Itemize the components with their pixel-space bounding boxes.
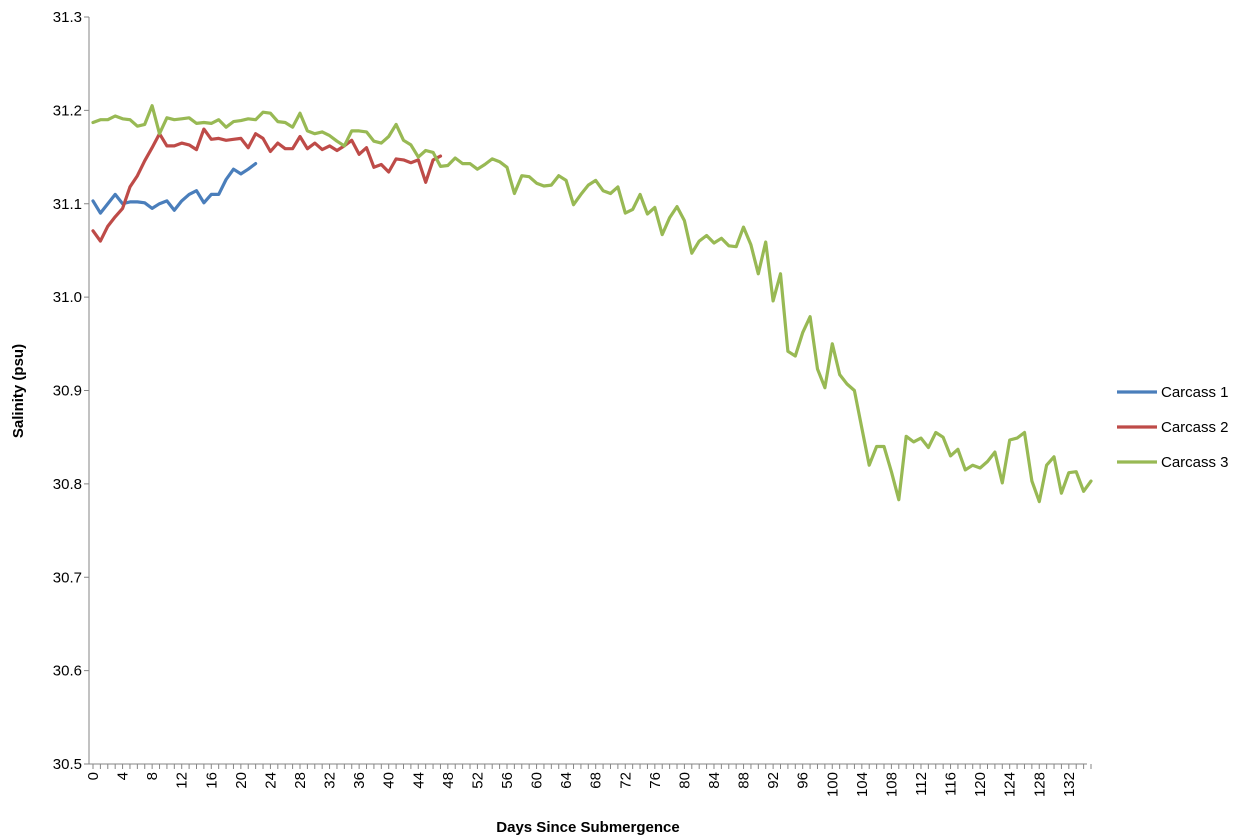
x-tick-label: 88 [736,772,753,789]
y-tick-label: 30.9 [53,383,82,400]
x-tick-label: 116 [943,772,960,796]
y-tick-label: 30.6 [53,663,82,680]
y-tick-label: 31.3 [53,9,82,26]
y-tick-label: 30.8 [53,476,82,493]
x-tick-label: 8 [144,772,161,780]
x-tick-label: 132 [1061,772,1078,797]
x-tick-label: 124 [1002,772,1019,797]
x-tick-label: 120 [972,772,989,797]
x-tick-label: 32 [322,772,339,789]
series-line-carcass-2 [91,127,443,243]
x-tick-label: 36 [351,772,368,789]
x-tick-label: 40 [381,772,398,789]
x-tick-label: 112 [913,772,930,796]
y-axis-title: Salinity (psu) [10,344,27,438]
x-tick-label: 64 [558,772,575,789]
x-tick-label: 104 [854,772,871,797]
x-tick-label: 128 [1031,772,1048,797]
x-tick-label: 60 [529,772,546,789]
y-tick-label: 31.0 [53,289,82,306]
x-tick-label: 80 [676,772,693,789]
series-line-carcass-1 [91,162,258,215]
x-tick-label: 24 [262,772,279,789]
x-tick-label: 16 [203,772,220,789]
legend-label-carcass-1: Carcass 1 [1161,384,1229,401]
x-tick-label: 84 [706,772,723,789]
legend-label-carcass-2: Carcass 2 [1161,419,1229,436]
x-tick-label: 72 [617,772,634,789]
legend: Carcass 1 Carcass 2 Carcass 3 [1117,384,1229,471]
y-tick-label: 30.7 [53,569,82,586]
x-tick-label: 56 [499,772,516,789]
x-tick-label: 108 [883,772,900,797]
y-tick-label: 31.1 [53,196,82,213]
x-tick-label: 0 [85,772,102,780]
x-tick-label: 20 [233,772,250,789]
x-tick-label: 48 [440,772,457,789]
x-tick-label: 28 [292,772,309,789]
x-tick-label: 76 [647,772,664,789]
x-tick-label: 100 [824,772,841,797]
x-tick-label: 68 [588,772,605,789]
x-tick-label: 96 [795,772,812,789]
y-tick-label: 31.2 [53,102,82,119]
x-tick-label: 12 [174,772,191,789]
series-line-carcass-3 [91,104,1093,504]
x-tick-label: 92 [765,772,782,789]
x-tick-label: 52 [469,772,486,789]
axes: 30.530.630.730.830.931.031.131.231.30 4 8 1… [53,9,1092,797]
y-tick-label: 30.5 [53,756,82,773]
legend-label-carcass-3: Carcass 3 [1161,454,1229,471]
x-tick-label: 44 [410,772,427,789]
x-axis-title: Days Since Submergence [496,819,679,836]
x-tick-label: 4 [115,772,132,780]
series-layer [91,104,1093,504]
